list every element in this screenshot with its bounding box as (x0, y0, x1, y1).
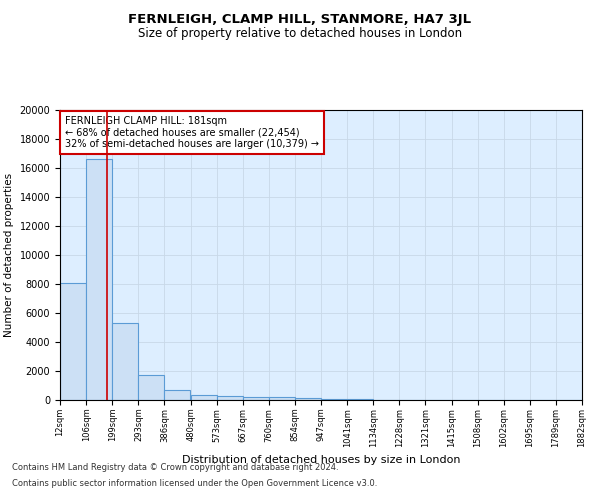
Text: FERNLEIGH CLAMP HILL: 181sqm
← 68% of detached houses are smaller (22,454)
32% o: FERNLEIGH CLAMP HILL: 181sqm ← 68% of de… (65, 116, 319, 149)
Bar (86, 160, 112, 400)
Bar (139, 374, 164, 400)
Y-axis label: Number of detached properties: Number of detached properties (4, 173, 14, 337)
Bar (164, 390, 190, 400)
Bar (243, 397, 269, 400)
Bar (295, 398, 321, 400)
Text: Size of property relative to detached houses in London: Size of property relative to detached ho… (138, 28, 462, 40)
Bar (269, 397, 295, 400)
Bar (217, 396, 242, 400)
Text: Contains HM Land Registry data © Crown copyright and database right 2024.: Contains HM Land Registry data © Crown c… (12, 464, 338, 472)
Bar (321, 399, 347, 400)
Bar (112, 323, 138, 400)
Text: Contains public sector information licensed under the Open Government Licence v3: Contains public sector information licen… (12, 478, 377, 488)
Text: FERNLEIGH, CLAMP HILL, STANMORE, HA7 3JL: FERNLEIGH, CLAMP HILL, STANMORE, HA7 3JL (128, 12, 472, 26)
Bar (191, 395, 217, 400)
X-axis label: Distribution of detached houses by size in London: Distribution of detached houses by size … (182, 455, 460, 465)
Bar (60, 282, 86, 400)
